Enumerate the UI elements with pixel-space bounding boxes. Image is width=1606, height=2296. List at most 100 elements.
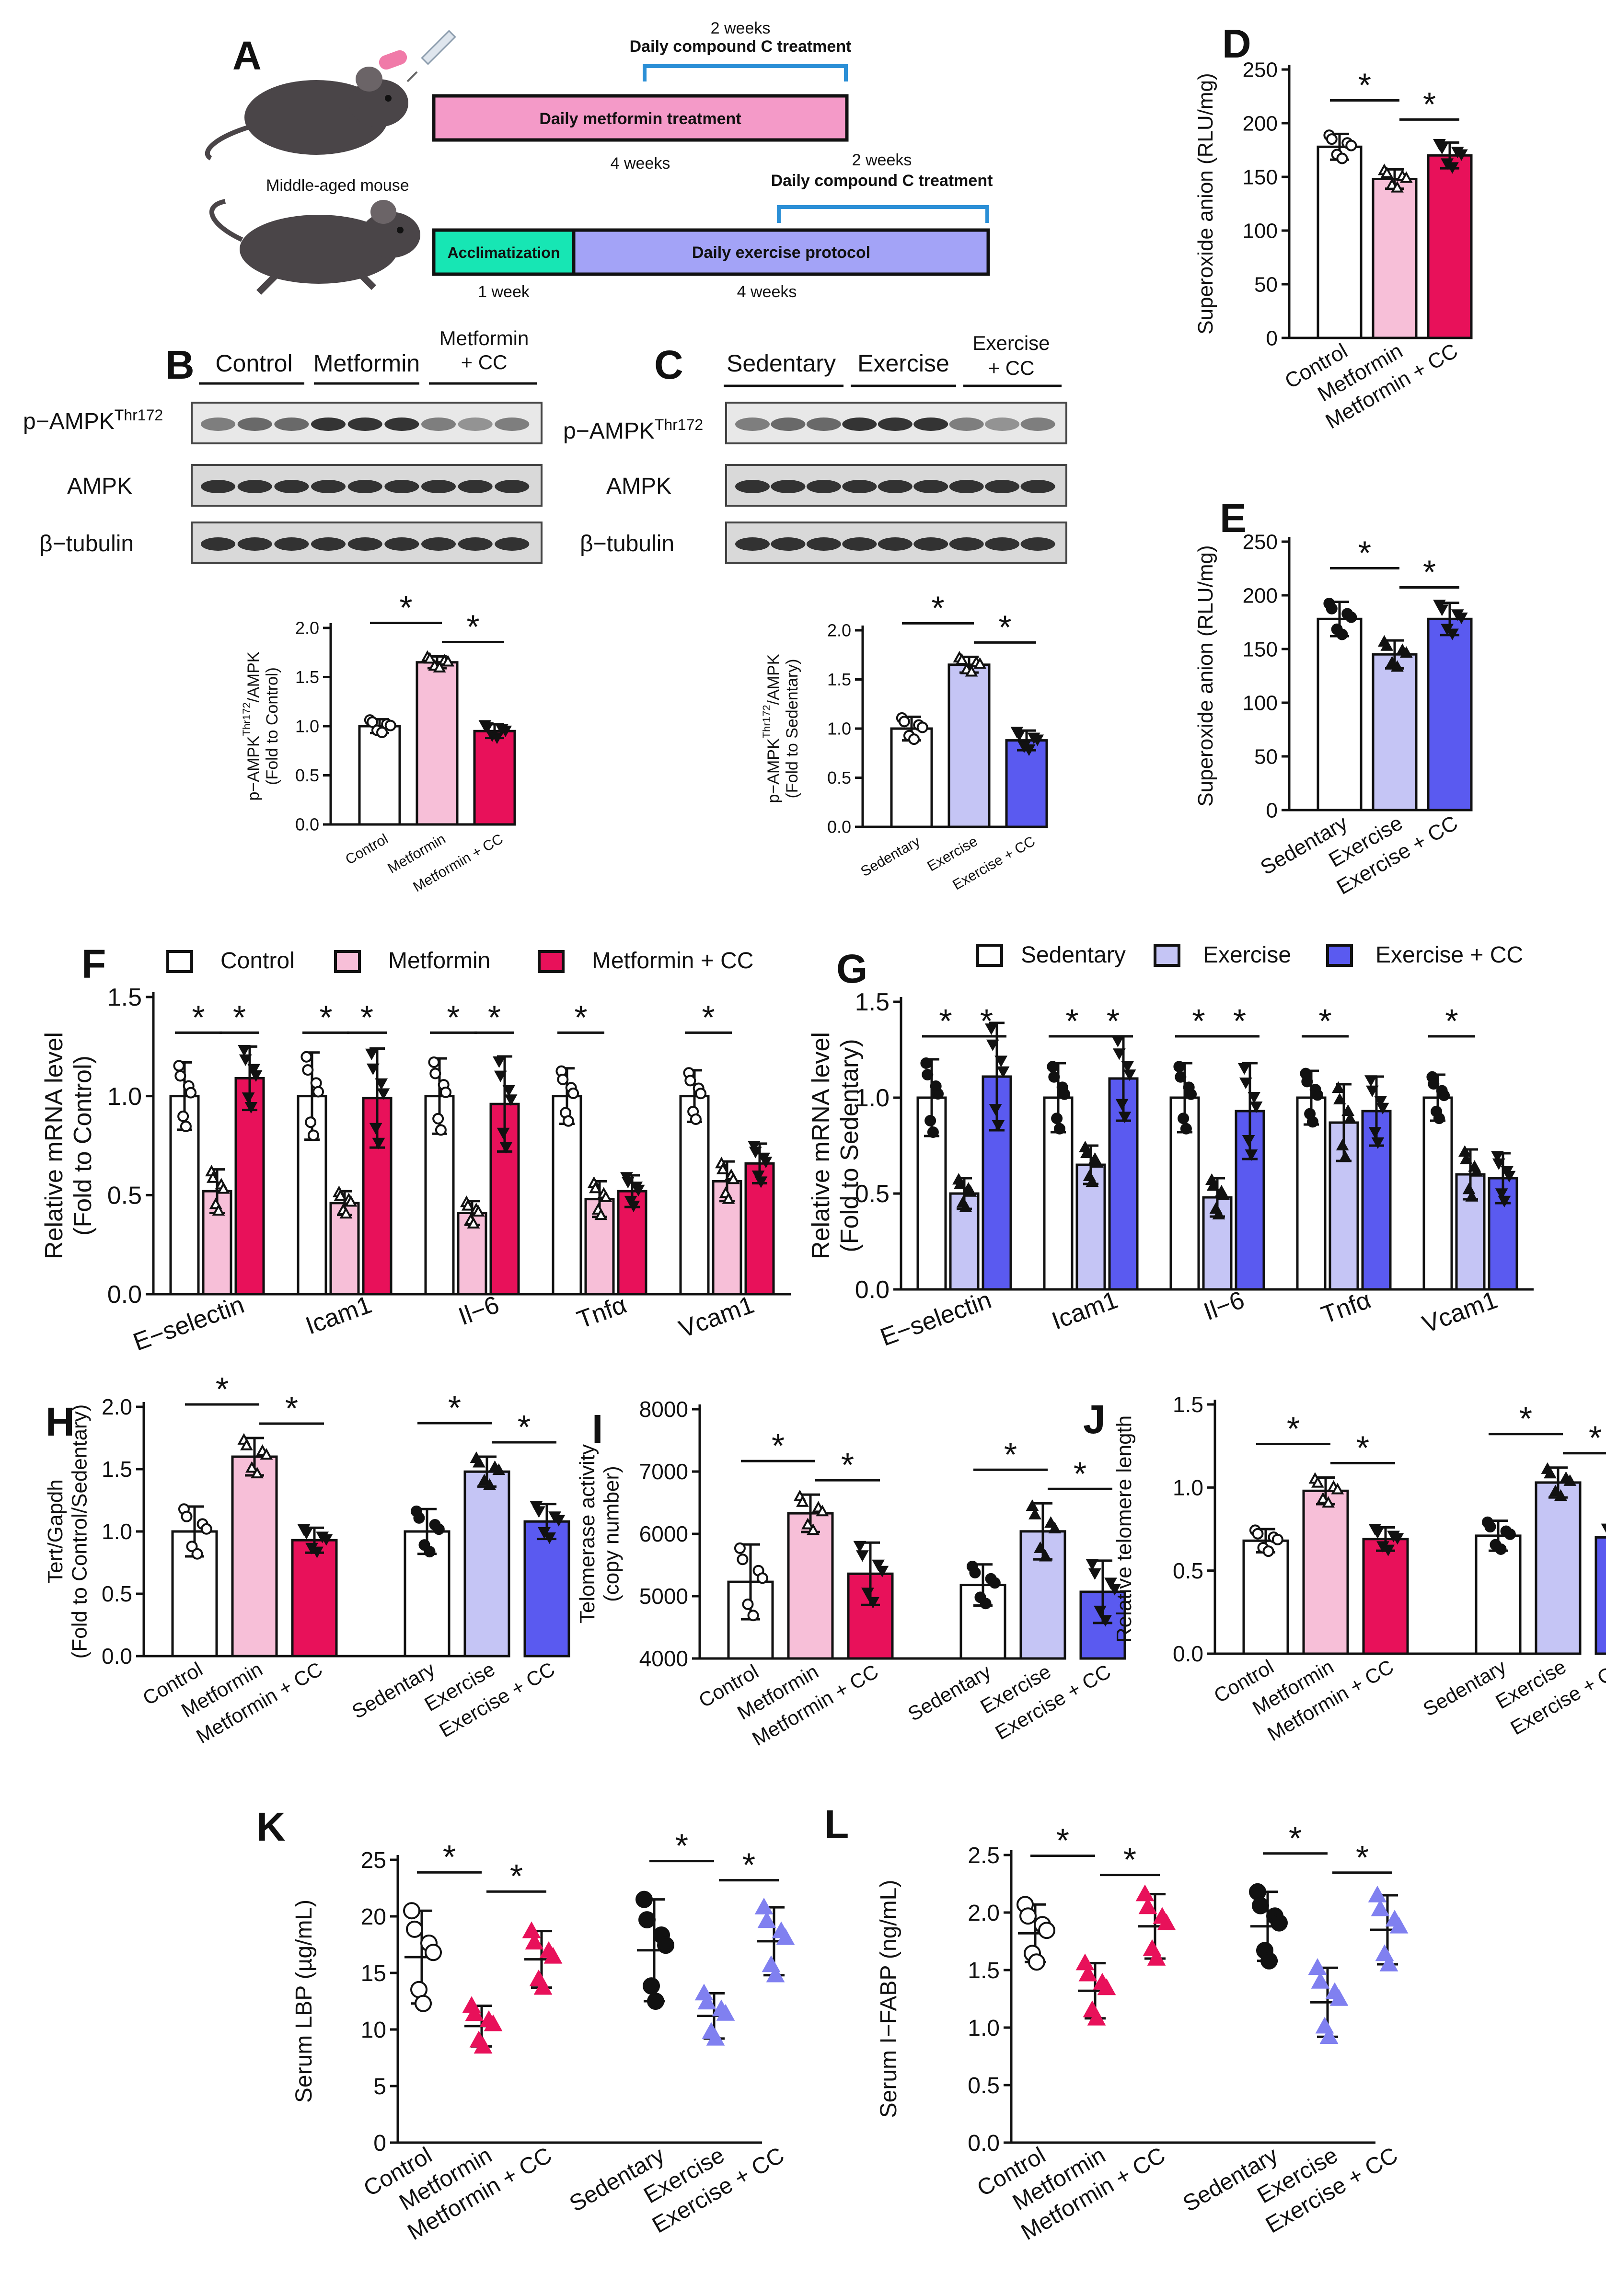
data-point [1345, 139, 1357, 151]
y-tick-label: 1.0 [1173, 1475, 1203, 1500]
data-point [1446, 162, 1459, 174]
bar [358, 725, 401, 826]
chart-f: 0.0 0.5 1.0 1.5F Relative mRNA level(Fold to… [40, 941, 791, 1357]
data-point [177, 1110, 189, 1122]
significance-star: * [319, 998, 332, 1036]
y-tick-label: 15 [361, 1961, 386, 1986]
significance-star: * [1004, 1436, 1017, 1473]
data-point [1399, 646, 1413, 658]
panel-letter-f: F [81, 941, 106, 986]
blot-group-exercise-cc-2: + CC [988, 357, 1035, 379]
y-tick-label: 5 [373, 2074, 386, 2099]
y-tick-label: 8000 [639, 1397, 688, 1422]
week1-label: 1 week [478, 283, 530, 301]
y-tick-label: 200 [1243, 584, 1278, 607]
y-tick-label: 1.0 [102, 1519, 132, 1544]
data-point [567, 1087, 579, 1099]
x-tick-label: Sedentary [904, 1660, 994, 1725]
bar [473, 730, 516, 826]
bar [1296, 1096, 1327, 1291]
blot-band [771, 537, 806, 551]
bottom-bracket-weeks: 2 weeks [852, 151, 912, 169]
data-point [525, 1933, 544, 1950]
data-point [684, 1075, 696, 1087]
data-point [1206, 1179, 1220, 1191]
blot-band [201, 480, 235, 493]
y-tick-label: 100 [1243, 691, 1278, 715]
data-point [1544, 1467, 1557, 1479]
y-tick-label: 0.0 [827, 817, 851, 837]
data-point [1099, 1615, 1112, 1627]
y-tick-label: 150 [1243, 638, 1278, 661]
bar [1317, 145, 1363, 339]
data-point [996, 1066, 1010, 1078]
data-point [440, 1086, 452, 1098]
data-point [1376, 1102, 1389, 1114]
data-point [749, 1147, 762, 1159]
blot-group-exercise-cc-1: Exercise [972, 332, 1050, 354]
data-point [867, 1597, 879, 1609]
significance-star: * [1065, 1002, 1078, 1040]
data-point [690, 1113, 702, 1125]
data-point [1123, 1069, 1136, 1081]
data-point [461, 1199, 474, 1211]
y-tick-label: 1.0 [107, 1083, 142, 1111]
data-point [1433, 1113, 1445, 1125]
data-point [932, 1088, 944, 1100]
y-tick-label: 0.0 [107, 1281, 142, 1309]
x-tick-label: Control [343, 831, 391, 868]
data-point [989, 1104, 1002, 1116]
significance-star: * [772, 1427, 785, 1464]
data-point [1087, 2008, 1106, 2026]
y-label-sup: Thr172 [241, 702, 253, 736]
blot-band [735, 480, 770, 493]
data-point [1391, 181, 1404, 193]
significance-star: * [1356, 1429, 1369, 1467]
data-point [757, 1911, 776, 1928]
data-point [1389, 1916, 1409, 1934]
x-tick-label: Tnfα [573, 1291, 630, 1334]
blot-band [1020, 417, 1055, 431]
data-point [478, 1473, 491, 1485]
data-point [1088, 1568, 1101, 1580]
data-point [754, 1898, 774, 1914]
data-point [1470, 1165, 1483, 1177]
data-point [872, 1559, 885, 1571]
legend-swatch-sedentary [976, 944, 1003, 967]
data-point [748, 1141, 761, 1153]
significance-star: * [1445, 1002, 1458, 1040]
data-point [1380, 166, 1394, 178]
data-point [1317, 1492, 1329, 1504]
blot-band [806, 537, 841, 551]
data-point [1028, 1507, 1041, 1519]
significance-star: * [1192, 1002, 1205, 1040]
data-point [816, 1505, 829, 1517]
data-point [180, 1120, 192, 1132]
data-point [1047, 1061, 1059, 1073]
blot-band [806, 417, 841, 431]
data-point [1336, 628, 1348, 640]
y-axis-label: Serum LBP (µg/mL) [291, 1900, 317, 2103]
blot-band [458, 417, 493, 431]
y-tick-label: 0.5 [295, 765, 319, 785]
data-point [1178, 1113, 1190, 1125]
bar [679, 1095, 710, 1296]
blot-band [421, 537, 456, 551]
data-point [260, 1448, 273, 1460]
x-tick-label: Icam1 [1048, 1286, 1121, 1335]
bar [1594, 1536, 1606, 1655]
data-point [927, 1126, 939, 1138]
y-tick-label: 0 [1266, 799, 1278, 822]
y-tick-label: 4000 [639, 1646, 688, 1671]
data-point [493, 1056, 506, 1068]
x-tick-label: E−selectin [129, 1291, 248, 1357]
data-point [1319, 2027, 1339, 2044]
blot-band [495, 480, 530, 493]
data-point [1022, 744, 1036, 756]
data-point [1118, 1112, 1132, 1124]
data-point [1371, 1899, 1390, 1916]
panel-a: A Middle-aged mouse 2 weeks Daily compou… [205, 19, 993, 301]
syringe-icon [406, 30, 456, 82]
